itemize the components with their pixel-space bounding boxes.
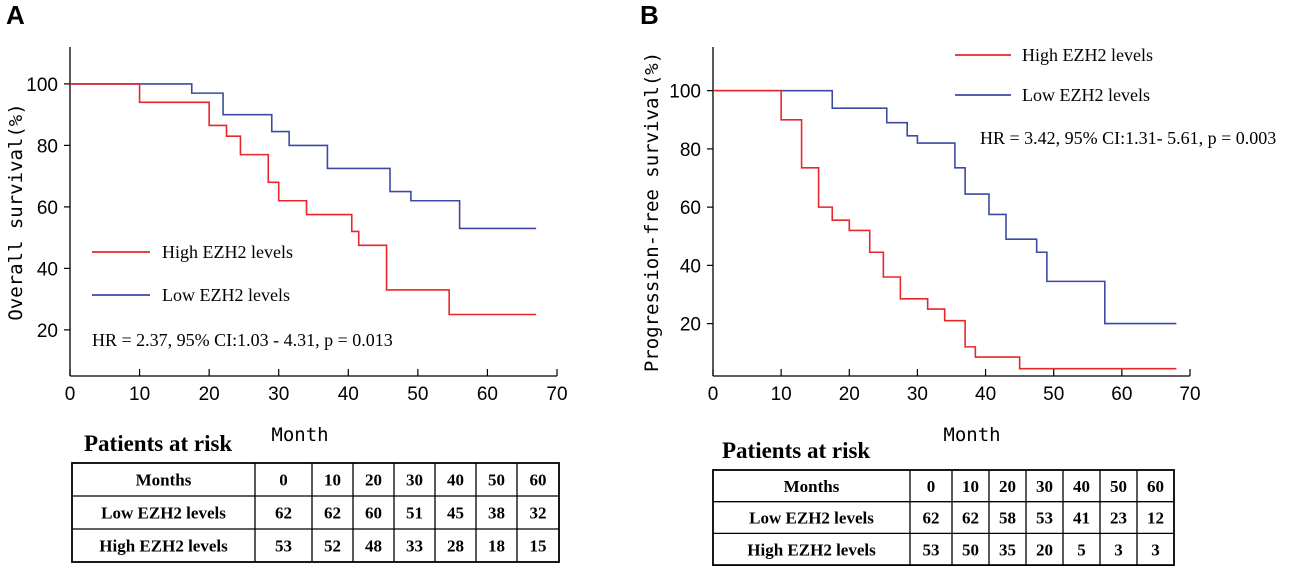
x-tick-label: 20	[199, 384, 220, 405]
hazard-ratio-annotation: HR = 3.42, 95% CI:1.31- 5.61, p = 0.003	[980, 128, 1276, 148]
risk-table-cell: Low EZH2 levels	[101, 504, 226, 523]
x-tick-label: 60	[1111, 384, 1132, 405]
y-axis-title: Overall survival(%)	[5, 103, 27, 320]
x-tick-label: 60	[477, 384, 498, 405]
y-tick-label: 40	[680, 256, 701, 277]
risk-table-header-cell: 20	[999, 477, 1016, 496]
risk-table: Months 0 10 20 30 40 50 60 Low EZH2 levels 62 62 60…	[71, 462, 560, 563]
risk-table-cell: 62	[923, 509, 940, 528]
x-tick-label: 10	[771, 384, 792, 405]
y-tick-label: 60	[37, 198, 58, 219]
risk-table-cell: 33	[406, 537, 423, 556]
legend-label-low: Low EZH2 levels	[1022, 85, 1150, 105]
risk-table-cell: 41	[1073, 509, 1090, 528]
risk-table-cell: 60	[365, 504, 382, 523]
x-tick-label: 70	[546, 384, 567, 405]
y-tick-label: 100	[669, 82, 701, 103]
risk-table-cell: 58	[999, 509, 1016, 528]
risk-table-header-cell: Months	[784, 477, 840, 496]
risk-table-cell: High EZH2 levels	[747, 540, 876, 559]
y-tick-label: 80	[680, 140, 701, 161]
risk-table-cell: 62	[962, 509, 979, 528]
risk-table-cell: 23	[1110, 509, 1127, 528]
x-tick-label: 40	[338, 384, 359, 405]
risk-table: Months 0 10 20 30 40 50 60 Low EZH2 levels 62 62 58…	[712, 469, 1175, 566]
risk-table-header-cell: 50	[1110, 477, 1127, 496]
risk-table-title: Patients at risk	[722, 438, 870, 463]
risk-table-cell: 18	[488, 537, 505, 556]
x-tick-label: 50	[407, 384, 428, 405]
risk-table-cell: Low EZH2 levels	[749, 509, 874, 528]
risk-table-title: Patients at risk	[84, 431, 232, 456]
risk-table-cell: 5	[1077, 540, 1086, 559]
x-tick-label: 40	[975, 384, 996, 405]
x-tick-label: 30	[268, 384, 289, 405]
x-tick-label: 0	[65, 384, 76, 405]
survival-curve-high-ezh2	[713, 89, 1177, 370]
panel-a: A0 10 20 30 40 50 60 7020406080100MonthOverall …	[5, 0, 568, 563]
legend-label-low: Low EZH2 levels	[162, 285, 290, 305]
risk-table-cell: 52	[324, 537, 341, 556]
survival-curve-high-ezh2	[70, 83, 537, 316]
risk-table-cell: 12	[1147, 509, 1164, 528]
risk-table-header-cell: 50	[488, 471, 505, 490]
risk-table-cell: High EZH2 levels	[99, 537, 228, 556]
panel-label: A	[6, 0, 25, 30]
risk-table-header-cell: 10	[962, 477, 979, 496]
risk-table-header-cell: Months	[136, 471, 192, 490]
y-axis-title: Progression-free survival(%)	[641, 52, 663, 372]
panel-b: B0 10 20 30 40 50 60 7020406080100MonthProgress…	[640, 0, 1276, 566]
risk-table-cell: 62	[275, 504, 292, 523]
y-tick-label: 40	[37, 259, 58, 280]
y-tick-label: 20	[680, 315, 701, 336]
risk-table-cell: 20	[1036, 540, 1053, 559]
risk-table-header-cell: 10	[324, 471, 341, 490]
survival-curve-low-ezh2	[713, 89, 1177, 325]
risk-table-border	[712, 469, 1175, 566]
risk-table-cell: 53	[1036, 509, 1053, 528]
x-tick-label: 70	[1179, 384, 1200, 405]
risk-table-header-cell: 0	[279, 471, 288, 490]
x-axis-title: Month	[271, 424, 328, 446]
risk-table-header-cell: 40	[447, 471, 464, 490]
panel-label: B	[640, 0, 659, 30]
risk-table-border	[71, 462, 560, 563]
risk-table-cell: 3	[1114, 540, 1123, 559]
y-tick-label: 20	[37, 321, 58, 342]
x-tick-label: 0	[708, 384, 719, 405]
x-tick-label: 20	[839, 384, 860, 405]
risk-table-cell: 35	[999, 540, 1016, 559]
x-tick-label: 50	[1043, 384, 1064, 405]
y-tick-label: 80	[37, 136, 58, 157]
risk-table-cell: 28	[447, 537, 464, 556]
risk-table-header-cell: 40	[1073, 477, 1090, 496]
risk-table-cell: 45	[447, 504, 464, 523]
x-axis-title: Month	[943, 424, 1000, 446]
survival-curve-low-ezh2	[70, 83, 537, 230]
y-tick-label: 100	[26, 75, 58, 96]
risk-table-cell: 62	[324, 504, 341, 523]
legend-label-high: High EZH2 levels	[1022, 45, 1153, 65]
risk-table-cell: 38	[488, 504, 505, 523]
risk-table-cell: 51	[406, 504, 423, 523]
risk-table-header-cell: 60	[1147, 477, 1164, 496]
x-tick-label: 30	[907, 384, 928, 405]
risk-table-cell: 15	[530, 537, 547, 556]
risk-table-cell: 50	[962, 540, 979, 559]
x-tick-label: 10	[129, 384, 150, 405]
risk-table-header-cell: 30	[406, 471, 423, 490]
risk-table-header-cell: 30	[1036, 477, 1053, 496]
y-tick-label: 60	[680, 198, 701, 219]
risk-table-header-cell: 60	[530, 471, 547, 490]
risk-table-header-cell: 20	[365, 471, 382, 490]
risk-table-header-cell: 0	[927, 477, 936, 496]
risk-table-cell: 3	[1151, 540, 1160, 559]
risk-table-cell: 48	[365, 537, 382, 556]
risk-table-cell: 53	[923, 540, 940, 559]
risk-table-cell: 53	[275, 537, 292, 556]
legend-label-high: High EZH2 levels	[162, 242, 293, 262]
risk-table-cell: 32	[530, 504, 547, 523]
hazard-ratio-annotation: HR = 2.37, 95% CI:1.03 - 4.31, p = 0.013	[92, 330, 393, 350]
